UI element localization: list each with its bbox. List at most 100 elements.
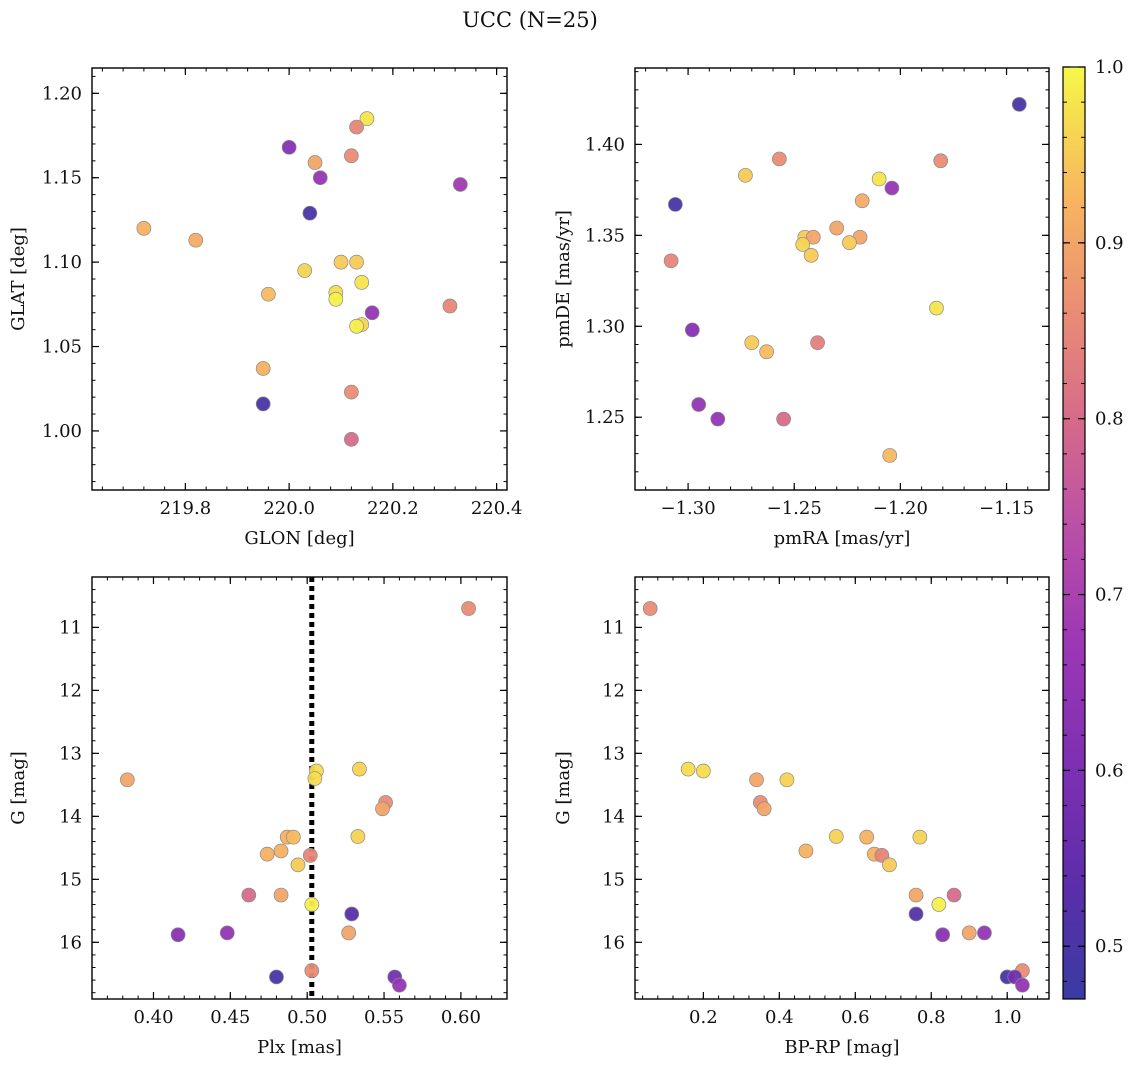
scatter-point: [442, 298, 458, 314]
colorbar-tick-label: 0.9: [1095, 233, 1124, 254]
y-tick-label: 1.15: [42, 168, 82, 189]
scatter-point: [341, 925, 357, 941]
x-tick-label: 0.6: [841, 1007, 870, 1028]
y-tick-label: 15: [59, 869, 82, 890]
x-tick-label: −1.20: [873, 498, 928, 519]
scatter-point: [859, 829, 875, 845]
plot-frame: [91, 576, 508, 1000]
scatter-point: [269, 969, 284, 985]
scatter-point: [779, 772, 795, 788]
colorbar-tick-label: 0.6: [1095, 760, 1124, 781]
x-tick-label: 219.8: [160, 498, 212, 519]
scatter-point: [307, 771, 323, 786]
scatter-point: [359, 111, 375, 126]
scatter-point: [667, 197, 683, 212]
scatter-point: [884, 180, 900, 196]
x-axis-label: pmRA [mas/yr]: [774, 528, 911, 549]
scatter-point: [286, 829, 301, 845]
plot-frame: [91, 67, 508, 491]
panel-plx-g: 0.40 0.45 0.50 0.55 0.60 11 12 13 14 15 16 Plx [mas…: [8, 576, 508, 1058]
x-axis-label: GLON [deg]: [244, 528, 354, 549]
scatter-point: [452, 177, 468, 192]
scatter-point: [803, 248, 819, 263]
scatter-point: [738, 167, 753, 183]
scatter-point: [908, 906, 924, 922]
x-tick-label: 220.0: [263, 498, 315, 519]
y-tick-label: 1.10: [42, 252, 82, 273]
scatter-point: [795, 237, 811, 252]
y-tick-label: 13: [602, 743, 625, 764]
scatter-point: [749, 772, 764, 788]
scatter-point: [929, 300, 944, 316]
y-tick-label: 16: [59, 932, 82, 953]
scatter-point: [935, 927, 951, 943]
scatter-point: [364, 305, 380, 321]
scatter-point: [352, 761, 367, 777]
panels: 219.8 220.0 220.2 220.4 1.00 1.05 1.10 1.15 1.20…: [8, 67, 1050, 1058]
scatter-point: [805, 229, 821, 245]
y-axis-label: pmDE [mas/yr]: [553, 210, 574, 348]
scatter-point: [642, 601, 658, 616]
scatter-point: [349, 119, 364, 135]
colorbar-tick-label: 0.8: [1095, 409, 1124, 430]
scatter-point: [882, 857, 897, 873]
scatter-point: [349, 318, 364, 334]
scatter-point: [977, 925, 992, 941]
x-tick-label: 1.0: [993, 1007, 1022, 1028]
scatter-point: [255, 396, 271, 412]
scatter-point: [302, 848, 318, 863]
scatter-point: [344, 906, 360, 922]
scatter-point: [710, 411, 726, 427]
scatter-point: [312, 170, 328, 186]
colorbar-tick-label: 0.7: [1095, 585, 1124, 606]
scatter-point: [810, 335, 825, 351]
x-tick-label: 0.60: [441, 1007, 481, 1028]
scatter-point: [307, 155, 323, 170]
scatter-point: [328, 291, 344, 307]
y-tick-label: 16: [602, 932, 625, 953]
scatter-point: [392, 977, 407, 993]
scatter-point: [120, 772, 135, 788]
y-tick-label: 14: [59, 806, 82, 827]
x-tick-label: 220.4: [471, 498, 523, 519]
scatter-point: [255, 361, 271, 376]
y-axis-label: G [mag]: [8, 751, 29, 824]
x-tick-label: −1.15: [979, 498, 1034, 519]
scatter-point: [219, 925, 235, 941]
scatter-point: [842, 235, 857, 250]
scatter-point: [684, 322, 700, 338]
scatter-point: [1015, 977, 1030, 993]
x-tick-label: 220.2: [367, 498, 419, 519]
plot-frame: [634, 67, 1050, 491]
y-tick-label: 11: [602, 617, 625, 638]
scatter-point: [461, 601, 476, 616]
scatter-point: [344, 384, 359, 400]
x-tick-label: 0.50: [287, 1007, 327, 1028]
colorbar-tick-label: 0.5: [1095, 936, 1124, 957]
y-axis-label: GLAT [deg]: [8, 227, 29, 331]
y-tick-label: 14: [602, 806, 625, 827]
scatter-point: [375, 801, 390, 817]
scatter-point: [290, 857, 306, 873]
scatter-point: [188, 232, 204, 248]
y-tick-label: 12: [59, 680, 82, 701]
scatter-point: [302, 205, 318, 221]
y-tick-label: 1.05: [42, 337, 82, 358]
scatter-point: [772, 151, 787, 167]
scatter-point: [1011, 97, 1027, 112]
y-tick-label: 12: [602, 680, 625, 701]
x-tick-label: −1.30: [660, 498, 715, 519]
colorbar-gradient: [1062, 66, 1086, 1000]
x-tick-label: 0.2: [689, 1007, 718, 1028]
y-tick-label: 1.40: [585, 134, 625, 155]
x-tick-label: 0.55: [364, 1007, 404, 1028]
x-tick-label: −1.25: [767, 498, 822, 519]
scatter-point: [281, 139, 297, 155]
panel-glon-glat: 219.8 220.0 220.2 220.4 1.00 1.05 1.10 1.15 1.20…: [8, 67, 523, 549]
scatter-point: [882, 448, 898, 463]
y-axis-label: G [mag]: [553, 751, 574, 824]
scatter-point: [344, 148, 359, 164]
scatter-point: [744, 335, 760, 351]
y-tick-label: 11: [59, 617, 82, 638]
